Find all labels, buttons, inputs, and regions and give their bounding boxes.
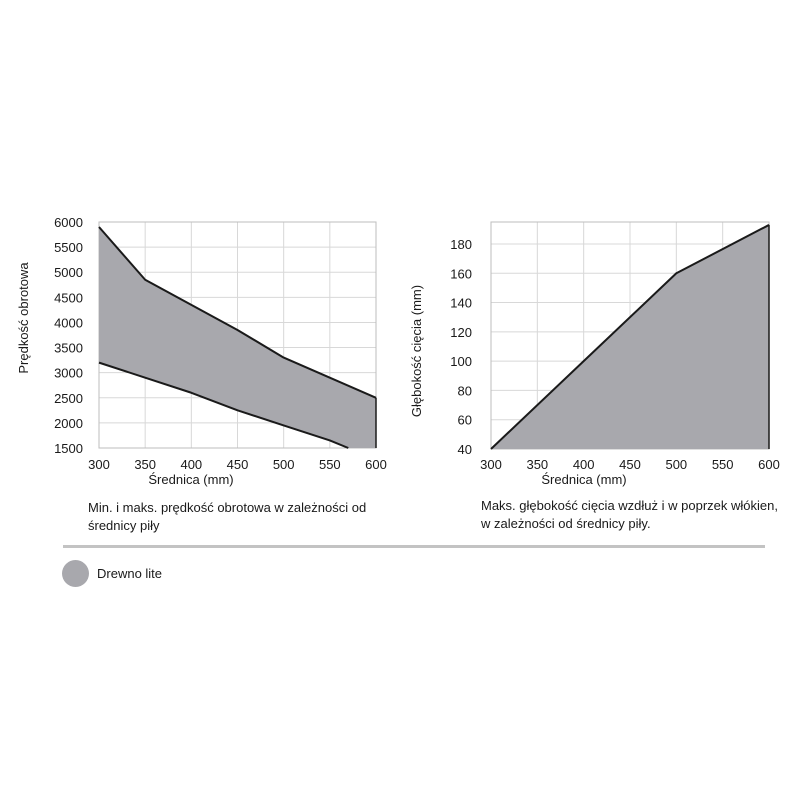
rpm-chart: 300 350 400 450 500 550 600 1500 2000 2500 3000 350… bbox=[16, 215, 387, 487]
y-tick-label: 180 bbox=[450, 237, 472, 252]
y-tick-label: 60 bbox=[458, 413, 472, 428]
x-tick-label: 550 bbox=[319, 457, 341, 472]
x-tick-label: 350 bbox=[134, 457, 156, 472]
y-tick-label: 120 bbox=[450, 325, 472, 340]
x-tick-label: 600 bbox=[758, 457, 780, 472]
x-tick-label: 300 bbox=[88, 457, 110, 472]
y-tick-label: 100 bbox=[450, 354, 472, 369]
y-tick-label: 140 bbox=[450, 296, 472, 311]
y-tick-label: 4000 bbox=[54, 315, 83, 330]
y-tick-label: 40 bbox=[458, 442, 472, 457]
y-tick-label: 1500 bbox=[54, 441, 83, 456]
series-line-upper bbox=[98, 226, 377, 399]
cutting-depth-chart: 300 350 400 450 500 550 600 40 60 80 100 120 140 160 1… bbox=[409, 221, 780, 487]
legend: Drewno lite bbox=[62, 560, 162, 587]
series-line-upper bbox=[490, 224, 770, 450]
cutting-depth-chart-caption: Maks. głębokość cięcia wzdłuż i w poprze… bbox=[481, 498, 778, 531]
y-axis-label: Głębokość cięcia (mm) bbox=[409, 285, 424, 417]
y-tick-label: 2500 bbox=[54, 391, 83, 406]
x-tick-label: 350 bbox=[526, 457, 548, 472]
y-tick-label: 4500 bbox=[54, 290, 83, 305]
x-tick-label: 600 bbox=[365, 457, 387, 472]
x-tick-label: 400 bbox=[573, 457, 595, 472]
y-tick-label: 5500 bbox=[54, 240, 83, 255]
range-area bbox=[99, 227, 376, 448]
x-tick-label: 500 bbox=[273, 457, 295, 472]
y-tick-label: 80 bbox=[458, 383, 472, 398]
y-tick-label: 2000 bbox=[54, 416, 83, 431]
x-tick-label: 450 bbox=[619, 457, 641, 472]
range-area bbox=[491, 224, 769, 449]
legend-swatch-icon bbox=[62, 560, 89, 587]
rpm-chart-caption: Min. i maks. prędkość obrotowa w zależno… bbox=[88, 500, 367, 533]
x-tick-label: 550 bbox=[712, 457, 734, 472]
x-axis-label: Średnica (mm) bbox=[541, 472, 626, 487]
y-tick-label: 3000 bbox=[54, 366, 83, 381]
x-axis-label: Średnica (mm) bbox=[148, 472, 233, 487]
y-axis-label: Prędkość obrotowa bbox=[16, 262, 31, 374]
y-tick-label: 6000 bbox=[54, 215, 83, 230]
x-tick-label: 450 bbox=[227, 457, 249, 472]
y-tick-label: 3500 bbox=[54, 341, 83, 356]
x-tick-label: 500 bbox=[665, 457, 687, 472]
x-tick-label: 400 bbox=[180, 457, 202, 472]
series-line-lower bbox=[98, 361, 349, 449]
divider bbox=[63, 545, 765, 548]
y-tick-label: 5000 bbox=[54, 265, 83, 280]
x-tick-label: 300 bbox=[480, 457, 502, 472]
y-tick-label: 160 bbox=[450, 266, 472, 281]
legend-label: Drewno lite bbox=[97, 566, 163, 581]
